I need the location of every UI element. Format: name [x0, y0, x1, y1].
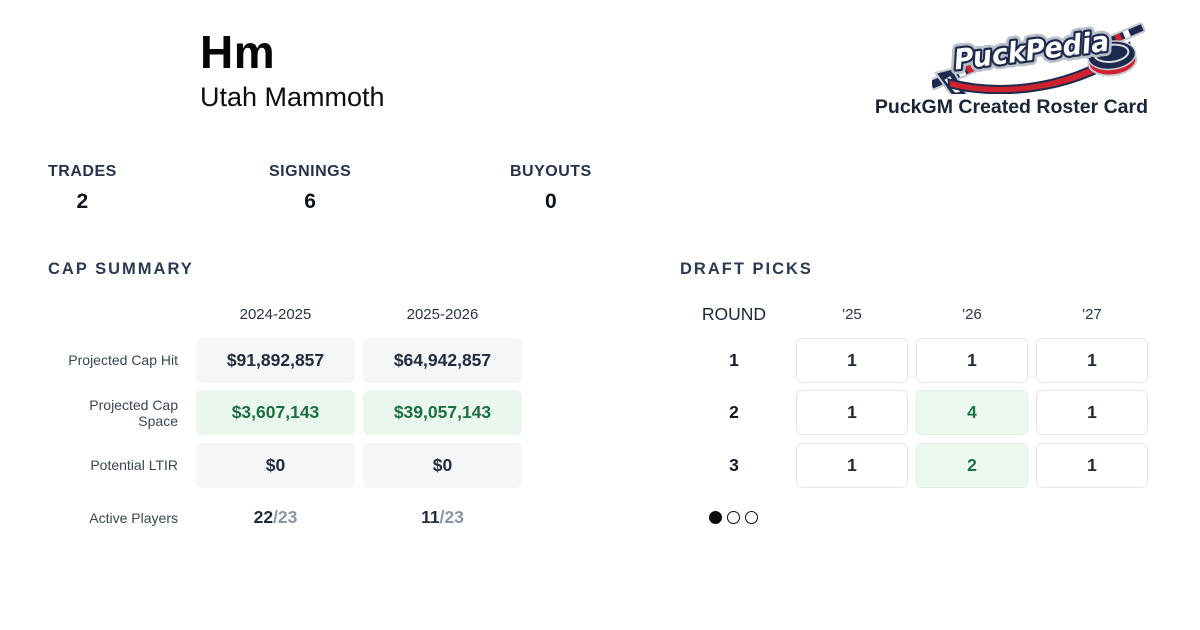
cap-value-projected-cap-hit-2024: $91,892,857 [196, 337, 355, 383]
cap-value-active-players-2025: 11/23 [363, 495, 522, 540]
cap-header-spacer [48, 298, 188, 330]
stat-buyouts: BUYOUTS 0 [510, 163, 592, 214]
team-name: Utah Mammoth [200, 82, 385, 113]
draft-picks-title: DRAFT PICKS [680, 260, 813, 278]
team-abbreviation: Hm [200, 26, 276, 78]
stat-trades-value: 2 [76, 190, 89, 213]
draft-column-header-25: '25 [842, 305, 862, 323]
puckpedia-logo-icon: PuckPedia PuckPedia [932, 20, 1146, 94]
draft-pick-round3-26: 2 [916, 442, 1028, 488]
cap-summary-table: 2024-2025 2025-2026 Projected Cap Hit $9… [48, 298, 522, 540]
draft-pick-round1-27: 1 [1036, 337, 1148, 383]
cap-value-projected-cap-space-2024: $3,607,143 [196, 390, 355, 435]
pagination-dot-1[interactable] [709, 511, 722, 524]
draft-pick-round2-26: 4 [916, 390, 1028, 435]
pagination-dot-3[interactable] [745, 511, 758, 524]
active-players-current: 22 [253, 507, 274, 527]
cap-row-label-projected-cap-hit: Projected Cap Hit [68, 352, 178, 368]
draft-column-header-26: '26 [962, 305, 982, 323]
stat-trades: TRADES 2 [48, 163, 117, 214]
team-header: Hm Utah Mammoth [200, 28, 385, 113]
cap-row-label-potential-ltir: Potential LTIR [90, 457, 178, 473]
draft-round-2-label: 2 [729, 402, 739, 422]
brand-caption: PuckGM Created Roster Card [874, 96, 1148, 118]
cap-row-label-active-players: Active Players [89, 509, 178, 526]
draft-pick-round2-25: 1 [796, 390, 908, 435]
draft-round-1-label: 1 [729, 349, 739, 370]
pagination-dot-2[interactable] [727, 511, 740, 524]
brand-header: PuckPedia PuckPedia PuckGM Created Roste… [875, 14, 1148, 119]
stat-signings-label: SIGNINGS [269, 163, 352, 180]
cap-summary-title: CAP SUMMARY [48, 260, 194, 278]
cap-value-potential-ltir-2025: $0 [363, 442, 522, 488]
stat-buyouts-label: BUYOUTS [510, 163, 592, 180]
cap-column-header-2025-2026: 2025-2026 [406, 305, 479, 323]
stat-signings: SIGNINGS 6 [269, 163, 351, 214]
stat-buyouts-value: 0 [545, 190, 557, 213]
draft-pick-round1-25: 1 [796, 337, 908, 383]
draft-pick-round3-27: 1 [1036, 442, 1148, 488]
carousel-pagination [709, 511, 758, 524]
active-players-current: 11 [421, 507, 440, 527]
cap-row-label-projected-cap-space: Projected Cap Space [89, 396, 178, 429]
stat-signings-value: 6 [304, 190, 316, 213]
draft-pick-round1-26: 1 [916, 337, 1028, 383]
cap-value-potential-ltir-2024: $0 [196, 442, 355, 488]
active-players-total: /23 [439, 507, 464, 527]
stat-trades-label: TRADES [48, 163, 117, 180]
draft-pick-round2-27: 1 [1036, 390, 1148, 435]
cap-value-projected-cap-hit-2025: $64,942,857 [363, 337, 522, 383]
draft-pick-round3-25: 1 [796, 442, 908, 488]
draft-round-header: ROUND [701, 303, 767, 324]
draft-picks-table: ROUND '25 '26 '27 1 1 1 1 2 1 4 1 3 1 2 … [680, 298, 1148, 488]
cap-value-active-players-2024: 22/23 [196, 495, 355, 540]
draft-round-3-label: 3 [729, 454, 739, 475]
cap-value-projected-cap-space-2025: $39,057,143 [363, 390, 522, 435]
cap-column-header-2024-2025: 2024-2025 [239, 305, 312, 323]
draft-column-header-27: '27 [1082, 305, 1102, 323]
active-players-total: /23 [273, 507, 298, 527]
